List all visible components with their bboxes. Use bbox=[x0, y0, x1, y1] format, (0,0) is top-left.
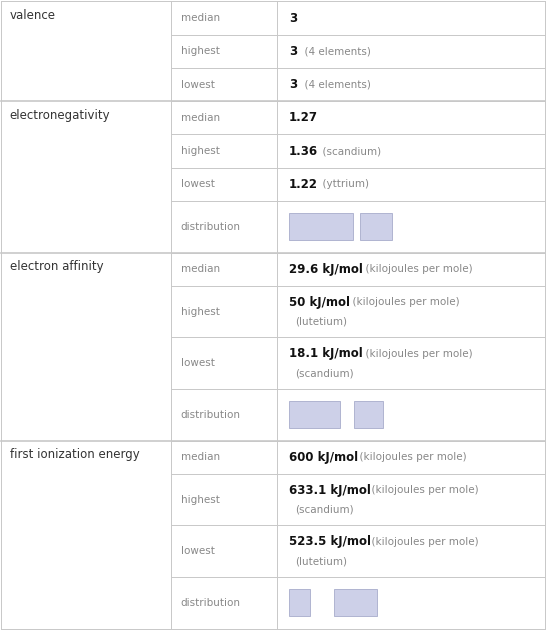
Text: distribution: distribution bbox=[181, 598, 241, 608]
Text: (kilojoules per mole): (kilojoules per mole) bbox=[347, 297, 460, 307]
Text: lowest: lowest bbox=[181, 180, 215, 190]
Bar bbox=[360, 214, 392, 240]
Text: 50 kJ/mol: 50 kJ/mol bbox=[289, 296, 350, 309]
Bar bbox=[289, 214, 353, 240]
Text: (4 elements): (4 elements) bbox=[298, 79, 370, 89]
Text: 3: 3 bbox=[289, 78, 297, 91]
Bar bbox=[354, 401, 383, 428]
Text: 523.5 kJ/mol: 523.5 kJ/mol bbox=[289, 536, 371, 549]
Text: (scandium): (scandium) bbox=[316, 146, 381, 156]
Text: (lutetium): (lutetium) bbox=[295, 317, 347, 327]
Bar bbox=[289, 401, 341, 428]
Text: 1.36: 1.36 bbox=[289, 145, 318, 158]
Text: (scandium): (scandium) bbox=[295, 505, 354, 515]
Text: highest: highest bbox=[181, 495, 219, 505]
Text: highest: highest bbox=[181, 146, 219, 156]
Text: (yttrium): (yttrium) bbox=[316, 180, 369, 190]
Text: 600 kJ/mol: 600 kJ/mol bbox=[289, 450, 358, 464]
Text: highest: highest bbox=[181, 307, 219, 317]
Text: electron affinity: electron affinity bbox=[9, 260, 103, 273]
Text: first ionization energy: first ionization energy bbox=[9, 448, 139, 461]
Text: 1.22: 1.22 bbox=[289, 178, 318, 191]
Text: 633.1 kJ/mol: 633.1 kJ/mol bbox=[289, 484, 371, 497]
Text: lowest: lowest bbox=[181, 79, 215, 89]
Text: (lutetium): (lutetium) bbox=[295, 556, 347, 566]
Bar bbox=[334, 590, 377, 616]
Text: median: median bbox=[181, 452, 220, 462]
Bar bbox=[289, 590, 310, 616]
Text: 3: 3 bbox=[289, 11, 297, 25]
Text: 18.1 kJ/mol: 18.1 kJ/mol bbox=[289, 348, 363, 360]
Text: highest: highest bbox=[181, 46, 219, 56]
Text: 1.27: 1.27 bbox=[289, 112, 318, 124]
Text: median: median bbox=[181, 13, 220, 23]
Text: lowest: lowest bbox=[181, 358, 215, 369]
Text: electronegativity: electronegativity bbox=[9, 109, 110, 122]
Text: lowest: lowest bbox=[181, 546, 215, 556]
Text: (kilojoules per mole): (kilojoules per mole) bbox=[353, 452, 466, 462]
Text: (kilojoules per mole): (kilojoules per mole) bbox=[359, 264, 472, 274]
Text: 3: 3 bbox=[289, 45, 297, 58]
Text: valence: valence bbox=[9, 9, 56, 22]
Text: 29.6 kJ/mol: 29.6 kJ/mol bbox=[289, 263, 363, 276]
Text: (kilojoules per mole): (kilojoules per mole) bbox=[359, 349, 472, 359]
Text: (kilojoules per mole): (kilojoules per mole) bbox=[365, 485, 478, 495]
Text: median: median bbox=[181, 264, 220, 274]
Text: (4 elements): (4 elements) bbox=[298, 46, 370, 56]
Text: (kilojoules per mole): (kilojoules per mole) bbox=[365, 537, 478, 547]
Text: distribution: distribution bbox=[181, 222, 241, 232]
Text: median: median bbox=[181, 113, 220, 123]
Text: (scandium): (scandium) bbox=[295, 369, 354, 379]
Text: distribution: distribution bbox=[181, 410, 241, 420]
